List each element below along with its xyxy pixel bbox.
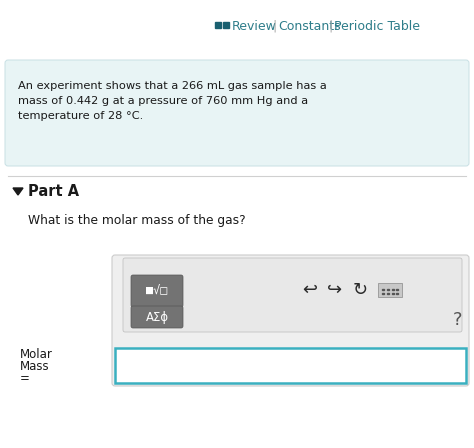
Text: ↪: ↪ bbox=[328, 281, 343, 299]
Text: ↻: ↻ bbox=[353, 281, 367, 299]
Polygon shape bbox=[13, 188, 23, 195]
FancyBboxPatch shape bbox=[131, 275, 183, 307]
Text: An experiment shows that a 266 mL gas sample has a: An experiment shows that a 266 mL gas sa… bbox=[18, 81, 327, 91]
Bar bbox=[396, 289, 398, 290]
Bar bbox=[396, 293, 398, 294]
Text: mass of 0.442 g at a pressure of 760 mm Hg and a: mass of 0.442 g at a pressure of 760 mm … bbox=[18, 96, 308, 106]
Bar bbox=[215, 22, 221, 28]
Bar bbox=[115, 348, 466, 383]
Text: temperature of 28 °C.: temperature of 28 °C. bbox=[18, 111, 143, 121]
Bar bbox=[392, 289, 394, 290]
FancyBboxPatch shape bbox=[131, 306, 183, 328]
Bar bbox=[382, 289, 384, 290]
Text: =: = bbox=[20, 372, 30, 385]
Text: Molar: Molar bbox=[20, 348, 53, 361]
FancyBboxPatch shape bbox=[112, 255, 469, 386]
Bar bbox=[378, 283, 402, 297]
FancyBboxPatch shape bbox=[5, 60, 469, 166]
Text: Constants: Constants bbox=[278, 20, 341, 33]
Bar bbox=[382, 293, 384, 294]
Bar bbox=[392, 293, 394, 294]
Text: Review: Review bbox=[232, 20, 277, 33]
Text: What is the molar mass of the gas?: What is the molar mass of the gas? bbox=[28, 214, 246, 227]
Text: ■√□: ■√□ bbox=[146, 284, 168, 297]
Bar bbox=[223, 22, 229, 28]
Text: Mass: Mass bbox=[20, 360, 50, 373]
Text: Periodic Table: Periodic Table bbox=[334, 20, 420, 33]
Text: |: | bbox=[272, 20, 276, 33]
Text: Part A: Part A bbox=[28, 184, 79, 198]
Text: |: | bbox=[328, 20, 332, 33]
Bar bbox=[387, 289, 389, 290]
Text: ?: ? bbox=[453, 311, 463, 329]
Text: ↩: ↩ bbox=[302, 281, 318, 299]
Text: AΣϕ: AΣϕ bbox=[146, 310, 168, 323]
Bar bbox=[387, 293, 389, 294]
FancyBboxPatch shape bbox=[123, 258, 462, 332]
